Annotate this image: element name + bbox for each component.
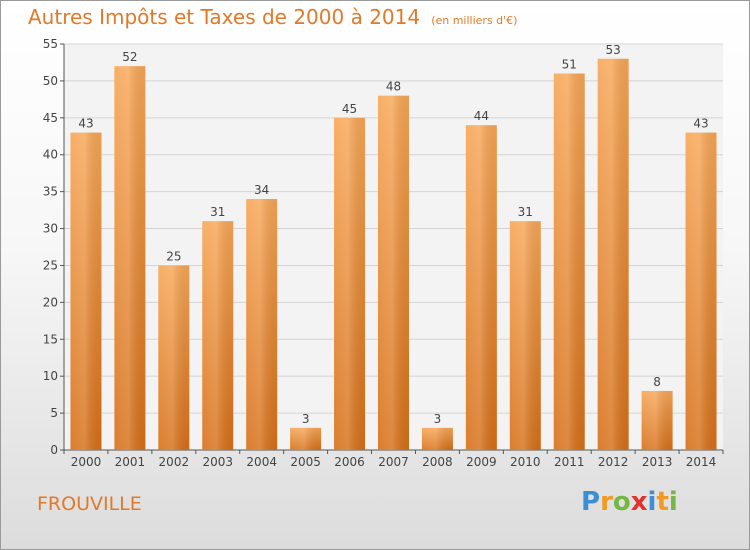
bar-shine bbox=[114, 66, 146, 451]
data-label: 52 bbox=[122, 50, 137, 64]
bar-shine bbox=[246, 199, 278, 450]
x-tick-label: 2004 bbox=[246, 455, 277, 469]
logo-letter: x bbox=[630, 487, 648, 517]
proxiti-logo: Proxiti bbox=[581, 487, 678, 517]
y-tick-label: 10 bbox=[43, 369, 58, 383]
y-tick-label: 25 bbox=[43, 258, 58, 272]
data-label: 48 bbox=[386, 80, 401, 94]
data-label: 3 bbox=[434, 412, 442, 426]
data-label: 31 bbox=[210, 205, 225, 219]
commune-name: FROUVILLE bbox=[37, 493, 142, 515]
chart-title: Autres Impôts et Taxes de 2000 à 2014 bbox=[28, 5, 421, 29]
logo-letter: t bbox=[656, 487, 669, 517]
bar-shine bbox=[378, 95, 409, 450]
y-tick-label: 0 bbox=[50, 443, 58, 457]
logo-letter: P bbox=[581, 487, 601, 517]
bar-shine bbox=[509, 221, 541, 450]
x-tick-label: 2010 bbox=[510, 455, 541, 469]
y-tick-label: 15 bbox=[43, 332, 58, 346]
bar-shine bbox=[641, 390, 673, 450]
y-tick-label: 50 bbox=[43, 74, 58, 88]
y-tick-label: 35 bbox=[43, 185, 58, 199]
bar-shine bbox=[158, 265, 190, 450]
x-tick-label: 2001 bbox=[115, 455, 146, 469]
data-label: 3 bbox=[302, 412, 310, 426]
bar-shine bbox=[290, 427, 322, 450]
data-label: 44 bbox=[474, 109, 489, 123]
data-label: 53 bbox=[606, 43, 621, 57]
x-tick-label: 2000 bbox=[71, 455, 102, 469]
logo-letter: i bbox=[668, 487, 678, 517]
y-tick-label: 5 bbox=[50, 406, 58, 420]
y-tick-label: 40 bbox=[43, 148, 58, 162]
bar-shine bbox=[202, 221, 234, 450]
y-tick-label: 55 bbox=[43, 37, 58, 51]
x-tick-label: 2009 bbox=[466, 455, 497, 469]
data-label: 8 bbox=[653, 375, 661, 389]
x-tick-label: 2011 bbox=[554, 455, 585, 469]
x-tick-label: 2005 bbox=[290, 455, 321, 469]
y-tick-label: 30 bbox=[43, 222, 58, 236]
data-label: 45 bbox=[342, 102, 357, 116]
bar-shine bbox=[597, 58, 629, 450]
x-tick-label: 2003 bbox=[202, 455, 233, 469]
x-tick-label: 2014 bbox=[686, 455, 717, 469]
title-row: Autres Impôts et Taxes de 2000 à 2014 (e… bbox=[28, 5, 517, 29]
data-label: 51 bbox=[562, 58, 577, 72]
x-tick-label: 2007 bbox=[378, 455, 409, 469]
x-tick-label: 2008 bbox=[422, 455, 453, 469]
bar-shine bbox=[421, 427, 453, 450]
x-tick-label: 2012 bbox=[598, 455, 629, 469]
data-label: 25 bbox=[166, 249, 181, 263]
data-label: 34 bbox=[254, 183, 269, 197]
bar-shine bbox=[685, 132, 717, 450]
logo-letter: o bbox=[612, 487, 631, 517]
chart-subtitle: (en milliers d'€) bbox=[431, 14, 518, 27]
x-tick-label: 2006 bbox=[334, 455, 365, 469]
logo-letter: r bbox=[600, 487, 613, 517]
bar-shine bbox=[465, 125, 497, 450]
bar-shine bbox=[334, 117, 366, 451]
bar-shine bbox=[70, 132, 102, 450]
data-label: 31 bbox=[518, 205, 533, 219]
data-label: 43 bbox=[78, 117, 93, 131]
logo-letter: i bbox=[647, 487, 657, 517]
x-tick-label: 2002 bbox=[159, 455, 190, 469]
data-label: 43 bbox=[693, 117, 708, 131]
y-tick-label: 45 bbox=[43, 111, 58, 125]
x-tick-label: 2013 bbox=[642, 455, 673, 469]
y-tick-label: 20 bbox=[43, 295, 58, 309]
bar-shine bbox=[553, 73, 585, 450]
